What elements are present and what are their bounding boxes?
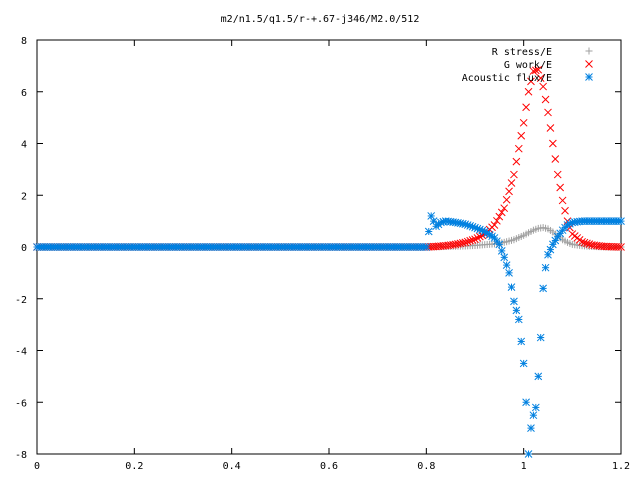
x-tick-label: 0.4 bbox=[223, 461, 241, 472]
legend-label: G work/E bbox=[504, 60, 552, 71]
data-point bbox=[495, 212, 504, 221]
axis-ticks: 0 0.2 0.4 0.6 0.8 1 1.2 -8 -6 -4 -2 0 2 4 6 8 bbox=[15, 36, 630, 472]
data-point bbox=[527, 424, 535, 432]
y-tick-label: 2 bbox=[21, 191, 27, 202]
data-point bbox=[534, 65, 543, 74]
legend-label: Acoustic flux/E bbox=[462, 73, 552, 84]
data-point bbox=[502, 261, 511, 269]
data-point bbox=[549, 139, 557, 148]
x-tick-label: 0.8 bbox=[417, 461, 435, 472]
data-point bbox=[614, 243, 623, 251]
data-point bbox=[531, 66, 540, 75]
data-point bbox=[500, 204, 509, 213]
data-point bbox=[497, 208, 506, 217]
legend-marker bbox=[585, 60, 593, 68]
data-point bbox=[527, 77, 535, 86]
data-point bbox=[514, 315, 523, 324]
series-3 bbox=[33, 212, 625, 458]
data-point bbox=[541, 263, 550, 272]
data-point bbox=[546, 124, 555, 132]
data-point bbox=[473, 234, 482, 242]
data-point bbox=[500, 253, 509, 262]
data-point bbox=[541, 95, 550, 104]
data-point bbox=[461, 238, 470, 247]
legend: R stress/E G work/E Acoustic flux/E bbox=[462, 47, 593, 84]
data-point bbox=[519, 118, 528, 127]
data-point bbox=[510, 297, 518, 306]
data-point bbox=[493, 216, 501, 225]
x-tick-label: 0.6 bbox=[320, 461, 338, 472]
data-point bbox=[451, 240, 460, 249]
data-point bbox=[456, 239, 465, 248]
data-point bbox=[558, 196, 567, 205]
data-point bbox=[561, 206, 569, 215]
data-point bbox=[507, 179, 516, 187]
data-point bbox=[531, 403, 540, 412]
data-point bbox=[544, 108, 552, 117]
data-point bbox=[514, 144, 523, 153]
y-tick-label: -4 bbox=[15, 347, 27, 358]
data-point bbox=[519, 359, 528, 368]
data-point bbox=[468, 236, 477, 244]
data-point bbox=[512, 157, 521, 166]
data-point bbox=[422, 243, 431, 251]
legend-marker bbox=[585, 47, 593, 55]
data-point bbox=[424, 227, 433, 236]
y-tick-label: -8 bbox=[15, 450, 27, 461]
data-point bbox=[617, 217, 625, 225]
data-point bbox=[517, 337, 526, 346]
data-point bbox=[512, 306, 521, 315]
data-point bbox=[463, 237, 472, 246]
data-point bbox=[505, 269, 513, 277]
data-point bbox=[553, 232, 562, 241]
data-point bbox=[507, 283, 516, 291]
data-point bbox=[454, 240, 462, 248]
data-point bbox=[524, 87, 533, 96]
data-point bbox=[580, 238, 589, 247]
y-tick-label: 0 bbox=[21, 243, 27, 254]
legend-label: R stress/E bbox=[492, 47, 552, 58]
data-point bbox=[458, 239, 467, 247]
data-point bbox=[553, 170, 562, 179]
y-tick-label: 8 bbox=[21, 36, 27, 47]
data-point bbox=[466, 236, 474, 245]
data-point bbox=[497, 247, 506, 255]
data-point bbox=[495, 240, 504, 249]
y-tick-label: -2 bbox=[15, 295, 27, 306]
data-point bbox=[536, 333, 545, 342]
data-point bbox=[534, 372, 543, 381]
data-point bbox=[536, 74, 545, 83]
data-point bbox=[539, 82, 547, 91]
data-point bbox=[583, 239, 591, 248]
data-point bbox=[551, 155, 560, 163]
data-point bbox=[517, 131, 526, 140]
data-point bbox=[502, 195, 511, 204]
data-point bbox=[524, 450, 533, 458]
legend-marker bbox=[585, 73, 593, 81]
data-point bbox=[617, 243, 625, 251]
x-tick-label: 1 bbox=[521, 461, 527, 472]
series-2 bbox=[33, 65, 625, 251]
data-point bbox=[529, 67, 538, 75]
x-tick-label: 0 bbox=[34, 461, 40, 472]
data-point bbox=[556, 183, 565, 192]
data-point bbox=[578, 237, 586, 246]
data-point bbox=[490, 221, 499, 229]
y-tick-label: 4 bbox=[21, 140, 27, 151]
x-tick-label: 0.2 bbox=[125, 461, 143, 472]
x-tick-label: 1.2 bbox=[612, 461, 630, 472]
data-point bbox=[585, 240, 594, 249]
data-point bbox=[471, 235, 479, 244]
chart-title: m2/n1.5/q1.5/r-+.67-j346/M2.0/512 bbox=[221, 14, 420, 25]
data-point bbox=[522, 398, 530, 407]
data-point bbox=[505, 187, 513, 196]
data-point bbox=[529, 411, 538, 420]
series-marks bbox=[33, 65, 625, 458]
data-point bbox=[522, 103, 530, 112]
data-point bbox=[539, 284, 547, 293]
data-point bbox=[510, 170, 518, 179]
y-tick-label: -6 bbox=[15, 398, 27, 409]
y-tick-label: 6 bbox=[21, 88, 27, 99]
